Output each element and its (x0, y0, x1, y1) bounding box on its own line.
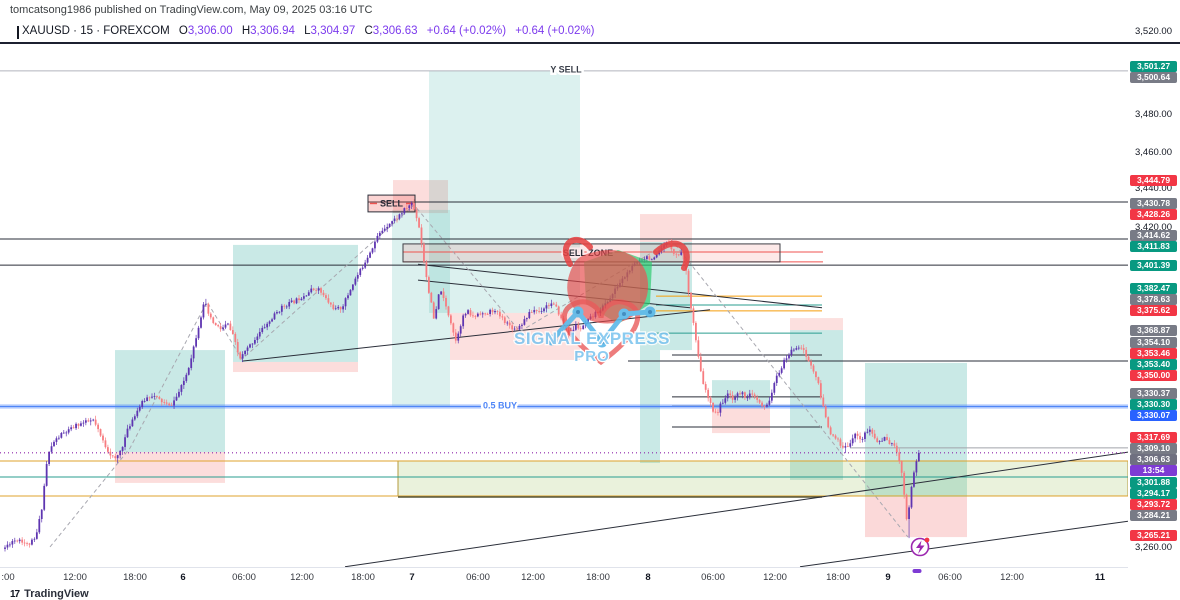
lightning-bot-icon[interactable] (910, 537, 930, 557)
time-tick-label: 12:00 (521, 572, 545, 583)
watermark-subtitle: PRO (574, 348, 610, 365)
lightning-glyph (916, 540, 925, 554)
price-level-badge: 3,353.40 (1130, 358, 1177, 370)
price-level-badge: 3,428.26 (1130, 208, 1177, 220)
time-tick-label: 6 (180, 572, 186, 583)
sell-label: SELL (380, 198, 404, 208)
price-tick-label: 3,260.00 (1135, 542, 1172, 553)
price-level-badge: 3,401.39 (1130, 259, 1177, 271)
symbol-name[interactable]: XAUUSD (22, 25, 70, 37)
time-tick-label: 9 (885, 572, 891, 583)
price-level-badge: 3,330.37 (1130, 387, 1177, 399)
chart-text-label: Y SELL (550, 64, 582, 74)
price-tick-label: 3,440.00 (1135, 183, 1172, 194)
price-level-badge: 3,353.46 (1130, 347, 1177, 359)
chart-frame-top (0, 42, 1180, 44)
high-label: H (241, 25, 251, 37)
price-level-badge: 3,368.87 (1130, 324, 1177, 336)
price-level-badge: 3,375.62 (1130, 304, 1177, 316)
price-tick-label: 3,420.00 (1135, 222, 1172, 233)
exchange-label: FOREXCOM (103, 25, 170, 37)
change-value-2: +0.64 (+0.02%) (515, 25, 595, 37)
time-tick-label: 06:00 (466, 572, 490, 583)
current-time-marker (912, 569, 922, 573)
price-level-badge: 3,500.64 (1130, 71, 1177, 83)
time-tick-label: 06:00 (938, 572, 962, 583)
price-level-badge: 3,309.10 (1130, 442, 1177, 454)
time-tick-label: 11 (1094, 572, 1106, 583)
high-value: 3,306.94 (250, 25, 295, 37)
time-tick-label: 12:00 (290, 572, 314, 583)
symbol-legend[interactable]: XAUUSD · 15 · FOREXCOM O3,306.00 H3,306.… (22, 25, 595, 37)
close-value: 3,306.63 (372, 25, 418, 37)
price-level-badge: 3,414.62 (1130, 229, 1177, 241)
zigzag-dot-centers (550, 310, 652, 344)
change-value: +0.64 (+0.02%) (426, 25, 507, 37)
time-tick-label: 18:00 (586, 572, 610, 583)
tradingview-glyph-icon: 17 (10, 588, 20, 600)
close-label: C (364, 25, 373, 37)
price-level-badge: 3,378.63 (1130, 293, 1177, 305)
time-tick-label: :00 (1, 572, 15, 583)
low-label: L (304, 25, 311, 37)
price-level-badge: 3,294.17 (1130, 487, 1177, 499)
price-level-badge: 3,350.00 (1130, 369, 1177, 381)
price-level-badge: 3,317.69 (1130, 431, 1177, 443)
time-tick-label: 8 (645, 572, 651, 583)
heart-icon (561, 299, 641, 366)
price-tick-label: 3,460.00 (1135, 147, 1172, 158)
watermark-title: SIGNAL EXPRESS (514, 329, 670, 348)
time-tick-label: 06:00 (701, 572, 725, 583)
time-tick-label: 06:00 (232, 572, 256, 583)
legend-accent-bar (17, 26, 19, 39)
time-tick-label: 12:00 (63, 572, 87, 583)
price-tick-label: 3,520.00 (1135, 26, 1172, 37)
price-level-badge: 3,501.27 (1130, 60, 1177, 72)
time-tick-label: 12:00 (1000, 572, 1024, 583)
price-level-badge: 3,265.21 (1130, 529, 1177, 541)
tradingview-brand-text: TradingView (24, 588, 89, 600)
price-level-badge: 3,444.79 (1130, 174, 1177, 186)
buy-zone-band (397, 460, 1128, 497)
price-level-badge: 3,330.30 (1130, 398, 1177, 410)
low-value: 3,304.97 (310, 25, 356, 37)
price-level-badge: 3,293.72 (1130, 498, 1177, 510)
tradingview-logo[interactable]: 17 TradingView (10, 588, 89, 600)
price-level-badge: 3,284.21 (1130, 509, 1177, 521)
price-level-badge: 3,330.07 (1130, 409, 1177, 421)
price-tick-label: 3,480.00 (1135, 109, 1172, 120)
time-tick-label: 18:00 (826, 572, 850, 583)
price-level-badge: 3,430.78 (1130, 197, 1177, 209)
price-level-badge: 3,411.83 (1130, 240, 1177, 252)
time-tick-label: 12:00 (763, 572, 787, 583)
time-tick-label: 18:00 (351, 572, 375, 583)
price-axis[interactable]: 3,520.00 3,480.00 3,460.00 3,440.00 3,420.00… (1128, 0, 1180, 567)
current-price-badge: 3,306.63 (1130, 453, 1177, 465)
bar-countdown-badge: 13:54 (1130, 464, 1177, 476)
publisher-note: tomcatsong1986 published on TradingView.… (10, 4, 373, 16)
time-axis[interactable]: :00 12:00 18:00 6 06:00 12:00 18:00 7 06:00 12:00… (0, 567, 1128, 588)
price-level-badge: 3,382.47 (1130, 282, 1177, 294)
interval-label[interactable]: 15 (80, 25, 93, 37)
open-value: 3,306.00 (187, 25, 233, 37)
chart-text-label: 0.5 BUY (483, 400, 517, 410)
price-level-badge: 3,301.88 (1130, 476, 1177, 488)
bull-horn-right-icon (653, 240, 690, 271)
time-tick-label: 7 (409, 572, 415, 583)
price-level-badge: 3,354.10 (1130, 336, 1177, 348)
signal-express-watermark: SIGNAL EXPRESS PRO (513, 236, 690, 366)
time-tick-label: 18:00 (123, 572, 147, 583)
bull-horn-left-icon (562, 236, 593, 267)
open-label: O (178, 25, 188, 37)
notification-dot (924, 537, 930, 543)
